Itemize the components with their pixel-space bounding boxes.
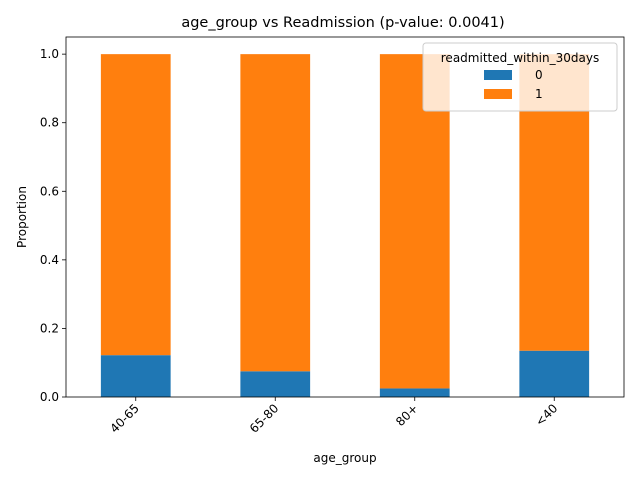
legend-label-1: 1 [535,87,543,101]
legend-entries: 01 [484,68,543,101]
bar-80+-series-0 [379,388,450,397]
y-axis-label: Proportion [15,186,29,248]
y-tick-label: 0.8 [40,116,59,130]
y-axis-ticks: 0.0 0.2 0.4 0.6 0.8 1.0 [40,47,66,404]
bar-40-65-series-0 [100,355,171,397]
legend: readmitted_within_30days 01 [422,42,618,112]
bar-65-80-series-1 [240,54,311,372]
legend-label-0: 0 [535,68,543,82]
x-axis-label: age_group [313,451,376,465]
bar-65-80-series-0 [240,371,311,397]
bar-40-65-series-1 [100,54,171,356]
y-tick-label: 0.2 [40,321,59,335]
bar-<40-series-0 [519,350,590,397]
legend-title: readmitted_within_30days [441,51,599,65]
y-tick-label: 0.4 [40,253,59,267]
chart-title: age_group vs Readmission (p-value: 0.004… [181,15,504,31]
y-tick-label: 0.6 [40,184,59,198]
y-tick-label: 0.0 [40,390,59,404]
plot-frame [65,36,625,398]
legend-swatch-0 [484,70,512,80]
legend-swatch-1 [484,89,512,99]
y-tick-label: 1.0 [40,47,59,61]
legend-frame [422,42,618,112]
